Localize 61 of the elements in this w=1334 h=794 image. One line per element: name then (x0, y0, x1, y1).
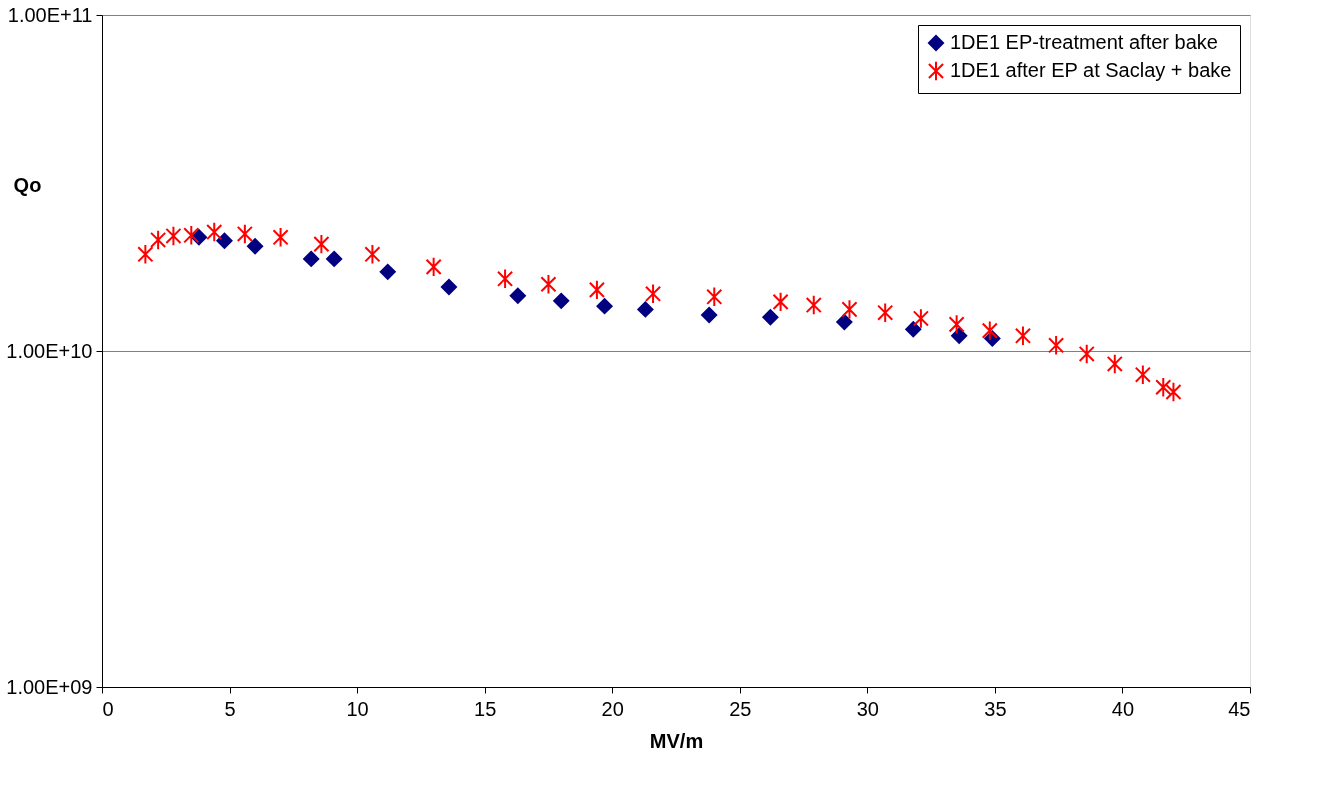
point (706, 286, 723, 307)
point (588, 279, 605, 301)
point (596, 298, 613, 315)
x-tick-label: 15 (474, 697, 497, 720)
y-tick-label: 1.00E+11 (7, 3, 93, 26)
point (236, 223, 253, 245)
point (183, 225, 200, 246)
point (1106, 353, 1123, 375)
point (877, 302, 894, 323)
point (216, 232, 233, 249)
point (540, 274, 557, 295)
point (150, 229, 167, 251)
legend-label: 1DE1 EP-treatment after bake (950, 31, 1218, 53)
point (1078, 343, 1095, 365)
point (247, 238, 264, 255)
point (1165, 381, 1182, 403)
point (1048, 335, 1065, 356)
point (841, 299, 858, 320)
x-tick-label: 10 (346, 697, 369, 720)
point (805, 294, 822, 316)
point (912, 308, 929, 329)
point (303, 250, 320, 267)
point (1134, 364, 1151, 385)
point (379, 263, 396, 280)
point (948, 314, 965, 335)
point (981, 320, 998, 341)
x-tick-label: 30 (856, 697, 879, 720)
y-tick-label: 1.00E+10 (6, 339, 93, 362)
point (364, 244, 381, 265)
point (644, 283, 662, 304)
y-tick-label: 1.00E+09 (6, 675, 93, 698)
x-tick-label: 20 (601, 697, 624, 720)
x-tick-label: 25 (729, 697, 752, 720)
point (1155, 377, 1172, 398)
point (836, 313, 853, 331)
point (509, 287, 526, 304)
point (637, 301, 654, 318)
point (425, 256, 442, 278)
point (905, 321, 922, 338)
point (165, 225, 182, 247)
point (553, 292, 570, 309)
y-axis-title: Qo (13, 173, 42, 196)
point (762, 309, 779, 326)
point (137, 244, 154, 265)
point (497, 268, 514, 289)
x-tick-label: 35 (984, 697, 1007, 720)
point (206, 221, 223, 243)
point (313, 233, 330, 255)
point (1014, 325, 1032, 346)
point (272, 227, 289, 248)
x-tick-label: 0 (102, 697, 114, 720)
point (326, 250, 343, 267)
x-tick-label: 45 (1228, 697, 1251, 720)
x-tick-label: 5 (224, 697, 236, 720)
point (951, 327, 968, 344)
point (701, 306, 718, 324)
legend-label: 1DE1 after EP at Saclay + bake (950, 59, 1232, 81)
point (440, 278, 458, 296)
point (772, 291, 789, 313)
x-axis-title: MV/m (649, 729, 704, 752)
x-tick-label: 40 (1111, 697, 1135, 720)
